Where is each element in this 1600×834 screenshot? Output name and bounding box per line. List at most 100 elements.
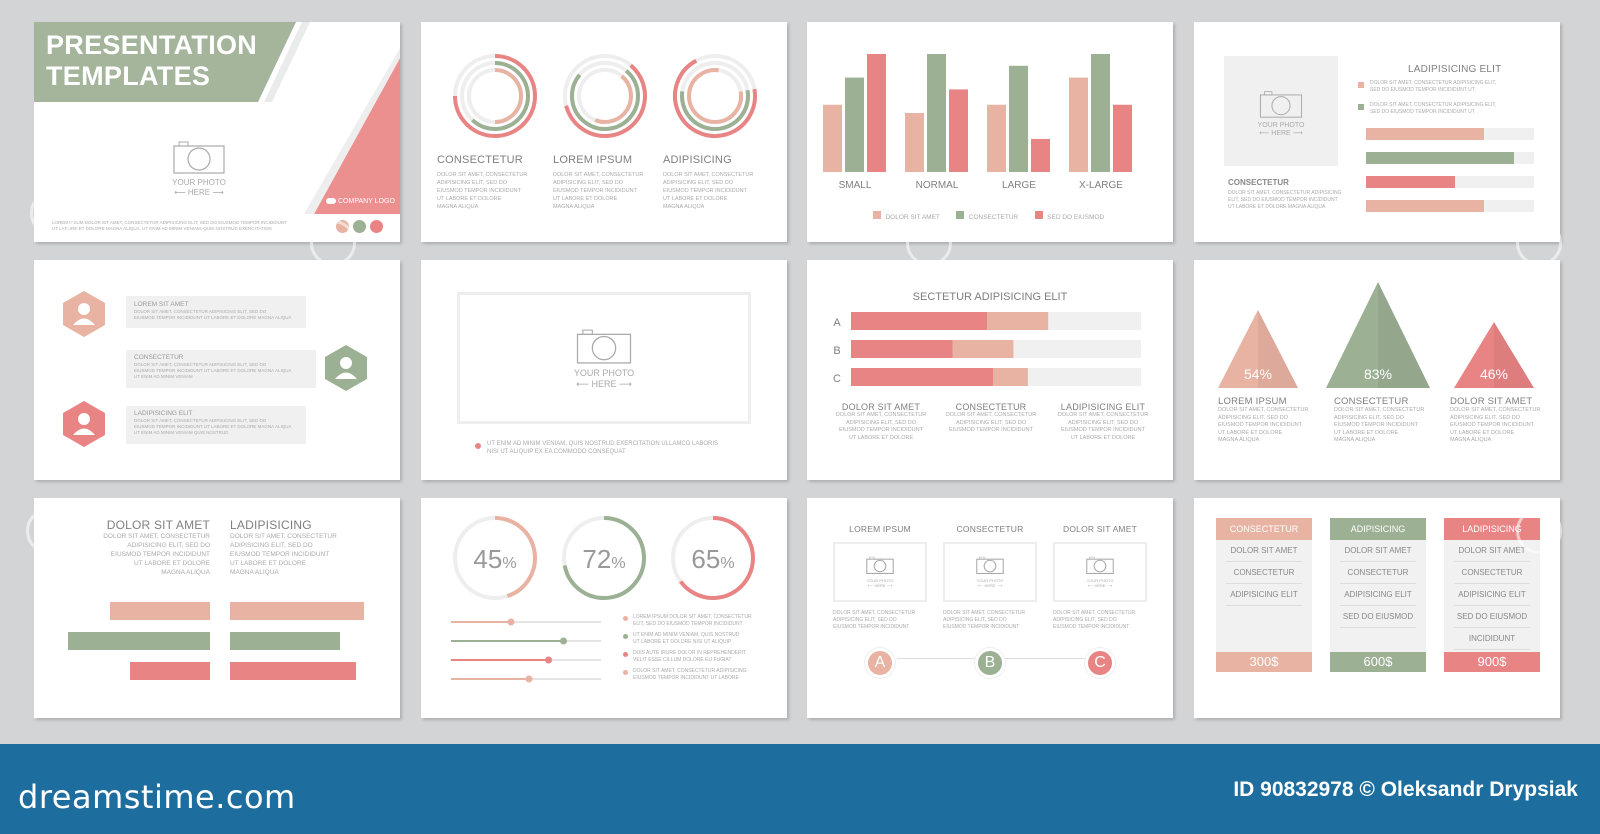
bar: [987, 104, 1006, 172]
x-tick-label: LARGE: [1002, 180, 1036, 191]
slider-handle[interactable]: [560, 637, 567, 645]
donut-value: 45%: [451, 544, 539, 575]
photo-caption-body: DOLOR SIT AMET, CONSECTETUR ADIPISICING …: [1228, 190, 1342, 210]
column-title: CONSECTETUR: [956, 524, 1024, 534]
photo-arrow: ⟵ HERE ⟶: [977, 583, 1003, 588]
hexagon-person-icon: [63, 291, 105, 337]
triangle-col-3: DOLOR SIT AMET DOLOR SIT AMET, CONSECTET…: [1450, 396, 1560, 445]
triangle-col-2: CONSECTETUR DOLOR SIT AMET, CONSECTETUR …: [1334, 396, 1444, 445]
step-letter-badge[interactable]: A: [865, 648, 895, 678]
list-item: LOREM IPSUM DOLOR SIT AMET, CONSECTETUR …: [623, 614, 783, 628]
bullet-list: LOREM IPSUM DOLOR SIT AMET, CONSECTETUR …: [623, 614, 783, 686]
ring-label: LOREM IPSUM: [553, 154, 633, 166]
y-tick-label: C: [833, 373, 841, 385]
bullet-marker: [1358, 82, 1364, 88]
slide-heading: LADIPISICING ELIT: [1408, 64, 1502, 75]
list-item: DUIS AUTE IRURE DOLOR IN REPREHENDERIT V…: [623, 650, 783, 664]
step-letter-badge[interactable]: C: [1085, 648, 1115, 678]
slide-pricing[interactable]: CONSECTETUR DOLOR SIT AMET CONSECTETUR ADIP…: [1194, 498, 1560, 718]
photo-frame[interactable]: [457, 292, 751, 424]
donut-arc: [679, 516, 755, 600]
col-body: DOLOR SIT AMET, CONSECTETUR ADIPISICING …: [103, 533, 210, 576]
plan-feature: DOLOR SIT AMET: [1454, 540, 1530, 562]
camera-icon: [576, 329, 632, 364]
list-item: CONSECTETUR DOLOR SIT AMET, CONSECTETUR …: [134, 354, 334, 380]
legend-swatch: [1034, 210, 1043, 219]
text-col-2: LADIPISICING DOLOR SIT AMET, CONSECTETUR…: [230, 518, 364, 577]
item-title: LADIPISICING ELIT: [134, 410, 193, 417]
donut-unit: %: [502, 555, 517, 572]
slide-donuts[interactable]: 45% 72% 65% LOREM IPSUM DOLOR SIT AMET, …: [421, 498, 787, 718]
bar-segment: [987, 312, 1049, 330]
watermark-icon: [906, 220, 952, 266]
slide-big-photo[interactable]: YOUR PHOTO ⟵ HERE ⟶ UT ENIM AD MINIM VEN…: [421, 260, 787, 480]
bar: [1031, 138, 1050, 172]
camera-icon: [1259, 91, 1303, 118]
ring-arc: [494, 68, 523, 124]
step-letter-badge[interactable]: B: [975, 648, 1005, 678]
bar-right-1: [230, 602, 364, 620]
bullet-text: DOLOR SIT AMET, CONSECTETUR ADIPISICING …: [1370, 102, 1497, 115]
photo-frame[interactable]: YOUR PHOTO ⟵ HERE ⟶: [1053, 542, 1147, 602]
ring-arc: [570, 69, 640, 131]
logo-text: COMPANY LOGO: [338, 198, 395, 205]
plan-feature: DOLOR SIT AMET: [1340, 540, 1416, 562]
slider-handle[interactable]: [507, 618, 515, 626]
photo-placeholder[interactable]: YOUR PHOTO ⟵ HERE ⟶: [164, 140, 234, 198]
photo-arrow: ⟵ HERE ⟶: [174, 188, 224, 197]
photo-column: DOLOR SIT AMET YOUR PHOTO ⟵ HERE ⟶ DOLOR SI…: [1053, 498, 1147, 678]
triangle-label: CONSECTETUR: [1334, 396, 1409, 407]
slide-title[interactable]: PRESENTATION TEMPLATES YOUR PHOTO ⟵ HERE…: [34, 22, 400, 242]
slide-photo-columns[interactable]: LOREM IPSUM YOUR PHOTO ⟵ HERE ⟶ DOLOR SIT A…: [807, 498, 1173, 718]
footer-brand[interactable]: dreamstime.com: [18, 778, 296, 816]
person-icon[interactable]: [370, 220, 383, 233]
photo-frame[interactable]: YOUR PHOTO ⟵ HERE ⟶: [943, 542, 1037, 602]
photo-box[interactable]: [1224, 56, 1338, 166]
watermark-icon: [310, 220, 356, 266]
slide-horizontal-bars[interactable]: SECTETUR ADIPISICING ELIT A B C DOLOR SIT A…: [807, 260, 1173, 480]
ring-arc: [594, 74, 633, 124]
legend-label: CONSECTETUR: [968, 214, 1019, 221]
slide-column-chart[interactable]: SMALL NORMAL LARGE X-LARGE DOLOR SIT AMET C…: [807, 22, 1173, 242]
logo-mark-icon: [326, 198, 336, 205]
photo-frame[interactable]: YOUR PHOTO ⟵ HERE ⟶: [833, 542, 927, 602]
slide-triangles[interactable]: 54% 83% 46% LOREM IPSUM DOLOR SIT AMET, …: [1194, 260, 1560, 480]
plan-feature: DOLOR SIT AMET: [1226, 540, 1302, 562]
col-body: DOLOR SIT AMET, CONSECTETUR ADIPISICING …: [835, 412, 927, 441]
photo-column: CONSECTETUR YOUR PHOTO ⟵ HERE ⟶ DOLOR SIT A…: [943, 498, 1037, 678]
text-col-1: DOLOR SIT AMET DOLOR SIT AMET, CONSECTET…: [821, 402, 941, 442]
title-line-2: TEMPLATES: [46, 61, 211, 91]
column-chart: SMALL NORMAL LARGE X-LARGE: [823, 54, 1132, 191]
bar: [905, 113, 924, 172]
bullet-1: DOLOR SIT AMET, CONSECTETUR ADIPISICING …: [1358, 80, 1496, 94]
progress-fill: [1366, 152, 1514, 164]
ring-arc: [564, 63, 647, 138]
col-title: CONSECTETUR: [955, 402, 1027, 412]
bullet-text: DUIS AUTE IRURE DOLOR IN REPREHENDERIT V…: [633, 650, 747, 663]
slide-photo-bars[interactable]: YOUR PHOTO ⟵ HERE ⟶ CONSECTETUR DOLOR SI…: [1194, 22, 1560, 242]
pricing-plan[interactable]: CONSECTETUR DOLOR SIT AMET CONSECTETUR ADIP…: [1216, 518, 1312, 672]
progress-fill: [1366, 128, 1484, 140]
item-body: DOLOR SIT AMET, CONSECTETUR ADIPISICING …: [134, 418, 292, 435]
slider-handle[interactable]: [545, 656, 552, 664]
slide-rings[interactable]: CONSECTETUR DOLOR SIT AMET, CONSECTETUR …: [421, 22, 787, 242]
photo-placeholder: YOUR PHOTO ⟵ HERE ⟶: [973, 556, 1007, 588]
item-box: [126, 406, 306, 444]
location-pin-icon[interactable]: [353, 220, 366, 233]
bar: [845, 77, 864, 172]
slide-hex-list[interactable]: LOREM SIT AMET DOLOR SIT AMET, CONSECTET…: [34, 260, 400, 480]
donut-arc: [494, 516, 537, 598]
chart-title: SECTETUR ADIPISICING ELIT: [913, 291, 1068, 303]
slide-text-bars[interactable]: DOLOR SIT AMET DOLOR SIT AMET, CONSECTET…: [34, 498, 400, 718]
ring-arc: [673, 58, 757, 138]
y-tick-label: B: [833, 345, 840, 357]
triangle-percent: 83%: [1363, 366, 1393, 382]
photo-placeholder: YOUR PHOTO ⟵ HERE ⟶: [863, 556, 897, 588]
ring-label: CONSECTETUR: [437, 154, 523, 166]
pricing-plan[interactable]: ADIPISICING DOLOR SIT AMET CONSECTETUR ADIP…: [1330, 518, 1426, 672]
column-body: DOLOR SIT AMET, CONSECTETUR ADIPISICING …: [833, 610, 916, 630]
slider-handle[interactable]: [525, 675, 533, 683]
photo-caption: CONSECTETUR: [1228, 178, 1289, 187]
bar-left-1: [110, 602, 210, 620]
text-col-1: DOLOR SIT AMET DOLOR SIT AMET, CONSECTET…: [76, 518, 210, 577]
